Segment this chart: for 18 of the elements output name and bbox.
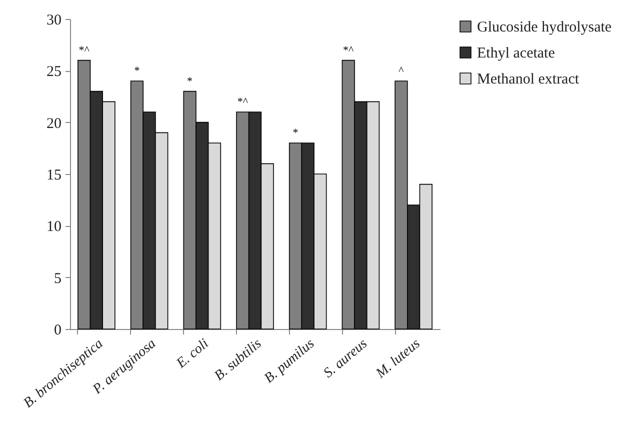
y-tick-label: 10 [46, 219, 62, 236]
x-tick-label: E. coli [173, 336, 212, 372]
annotation: *^ [343, 44, 355, 56]
annotation: *^ [78, 44, 90, 56]
annotation: * [187, 75, 193, 88]
legend-label: Methanol extract [477, 72, 580, 88]
legend-label: Ethyl acetate [477, 46, 556, 62]
y-tick-label: 30 [46, 12, 62, 28]
legend-label: Glucoside hydrolysate [477, 20, 612, 36]
annotation: ^ [398, 65, 405, 77]
y-tick-label: 15 [46, 168, 62, 184]
annotation: *^ [237, 96, 249, 108]
annotation: * [134, 65, 140, 77]
y-tick-label: 20 [46, 116, 62, 132]
annotation: * [292, 127, 298, 139]
y-tick-label: 0 [54, 322, 62, 338]
y-tick-label: 25 [46, 64, 62, 80]
y-tick-label: 5 [54, 270, 62, 287]
